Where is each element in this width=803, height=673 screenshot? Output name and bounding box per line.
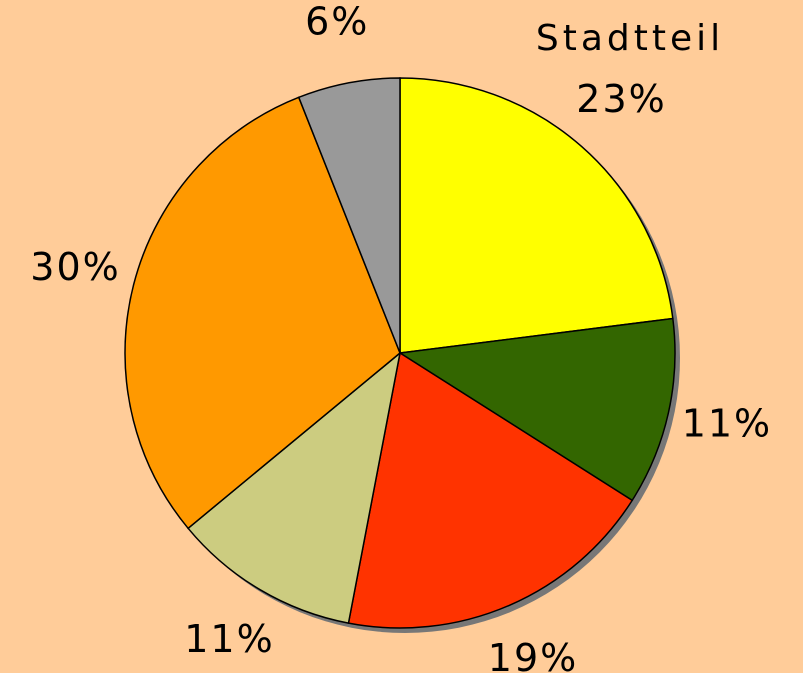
pie-slice bbox=[297, 77, 401, 354]
slice-label: 11% bbox=[682, 402, 772, 446]
pie-slice bbox=[187, 351, 402, 625]
slice-label: 23% bbox=[576, 77, 666, 121]
slice-label: 6% bbox=[305, 0, 369, 43]
slice-label: 19% bbox=[488, 636, 578, 673]
pie-slice bbox=[397, 317, 676, 502]
chart-title: Stadtteil bbox=[536, 18, 724, 59]
slice-label: 30% bbox=[30, 245, 120, 289]
pie-slice bbox=[347, 351, 634, 629]
slice-label: 11% bbox=[184, 617, 274, 661]
pie-slice bbox=[399, 77, 674, 354]
pie-slice bbox=[124, 96, 401, 530]
